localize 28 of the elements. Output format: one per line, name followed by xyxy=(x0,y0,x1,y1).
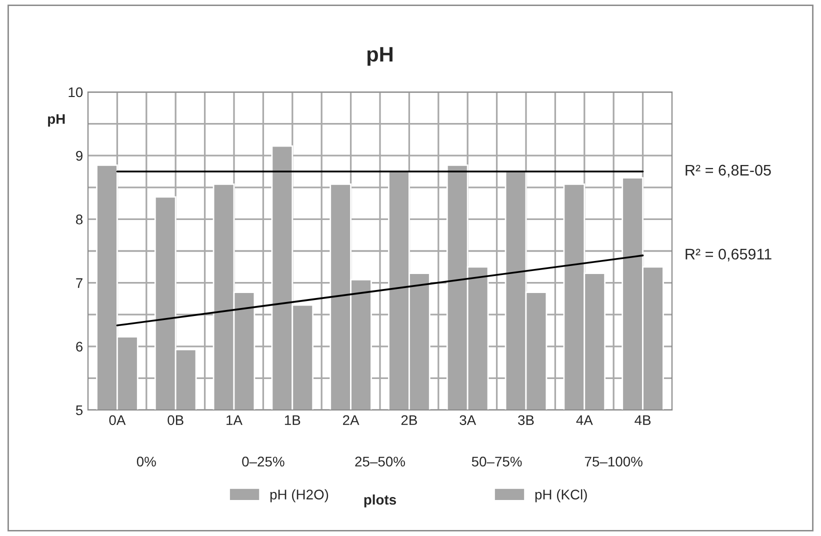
y-tick-label: 9 xyxy=(76,150,82,161)
text: R² = 0,65911 xyxy=(686,248,772,262)
text: pH xyxy=(48,114,65,127)
x-tick-label: 0B xyxy=(168,415,184,426)
x-tick-label: 3A xyxy=(460,415,476,426)
text: R² = 6,8E-05 xyxy=(686,164,771,178)
x-tick-label: 2A xyxy=(343,415,360,425)
x-tick-label: 2B xyxy=(401,415,417,425)
x-tick-label: 4B xyxy=(634,415,651,425)
text: 75–100% xyxy=(584,456,642,467)
legend-label: pH (KCl) xyxy=(535,489,587,502)
x-tick-label: 3B xyxy=(518,415,534,426)
y-tick-label: 5 xyxy=(76,405,83,416)
text: 0–25% xyxy=(242,456,284,467)
x-tick-label: 0A xyxy=(109,415,126,426)
y-tick-label: 8 xyxy=(76,214,83,224)
y-tick-label: 7 xyxy=(76,278,82,288)
text: 0% xyxy=(136,456,156,467)
legend-label: pH (H2O) xyxy=(270,489,328,502)
x-tick-label: 1B xyxy=(284,415,300,425)
x-tick-label: 4A xyxy=(576,415,593,425)
text: 25–50% xyxy=(355,456,405,467)
text: 50–75% xyxy=(472,456,522,467)
x-axis-title: plots xyxy=(364,494,396,508)
y-tick-label: 10 xyxy=(68,87,83,98)
y-tick-label: 6 xyxy=(76,342,83,352)
x-tick-label: 1A xyxy=(226,415,242,425)
y-axis-title: pH xyxy=(367,47,392,66)
